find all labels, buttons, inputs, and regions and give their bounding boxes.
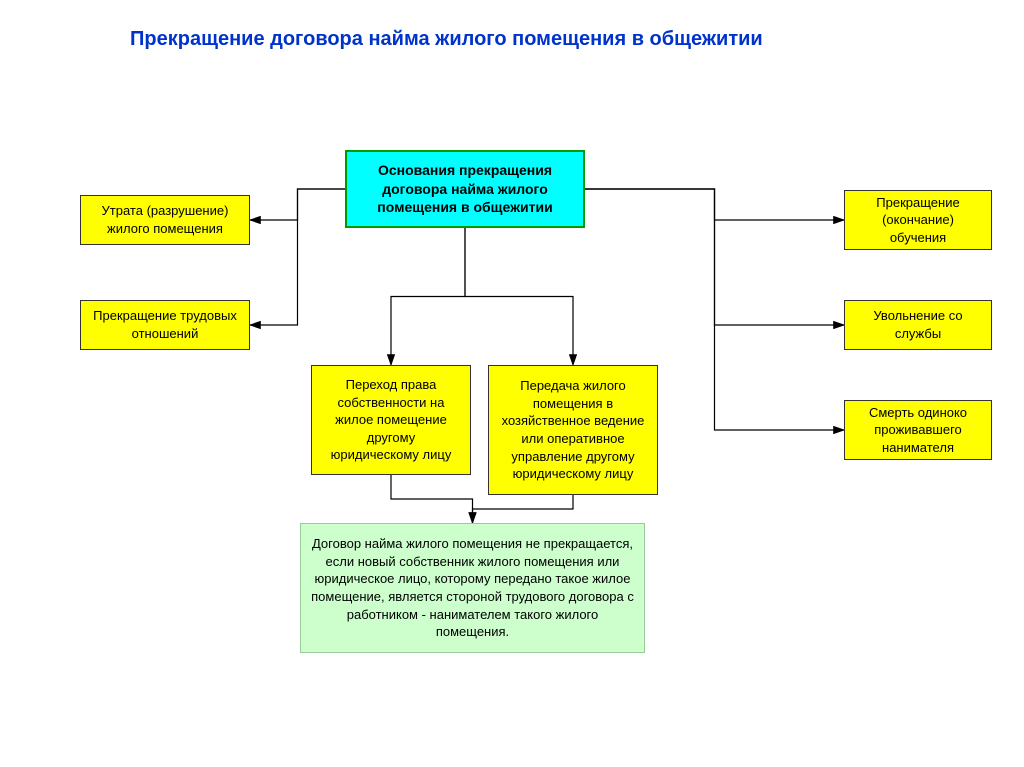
node-mid1: Переход права собственности на жилое пом…	[311, 365, 471, 475]
node-right1: Прекращение (окончание) обучения	[844, 190, 992, 250]
edge-root-left1	[250, 189, 345, 220]
edge-root-left2	[250, 189, 345, 325]
node-left1: Утрата (разрушение) жилого помещения	[80, 195, 250, 245]
node-right2: Увольнение со службы	[844, 300, 992, 350]
edge-root-right2	[585, 189, 844, 325]
edge-mid2-note	[473, 495, 574, 523]
page-title: Прекращение договора найма жилого помеще…	[130, 28, 1024, 51]
node-left2: Прекращение трудовых отношений	[80, 300, 250, 350]
node-right3: Смерть одиноко проживавшего нанимателя	[844, 400, 992, 460]
edge-mid1-note	[391, 475, 473, 523]
edge-root-mid2	[465, 228, 573, 365]
node-root: Основания прекращения договора найма жил…	[345, 150, 585, 228]
node-mid2: Передача жилого помещения в хозяйственно…	[488, 365, 658, 495]
edge-root-mid1	[391, 228, 465, 365]
node-note: Договор найма жилого помещения не прекра…	[300, 523, 645, 653]
edge-root-right1	[585, 189, 844, 220]
